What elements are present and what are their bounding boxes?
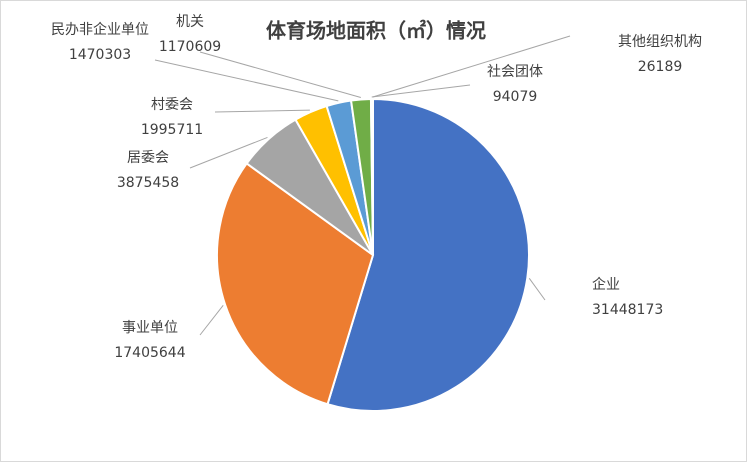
leader-line	[154, 59, 339, 102]
slice-label: 村委会	[151, 97, 193, 113]
chart-title: 体育场地面积（㎡）情况	[266, 19, 486, 43]
slice-label: 企业	[592, 276, 620, 293]
slice-value: 26189	[638, 59, 683, 75]
slice-value: 3875458	[117, 175, 179, 191]
slice-value: 31448173	[592, 302, 663, 318]
slice-label: 民办非企业单位	[51, 21, 149, 38]
slice-label: 其他组织机构	[618, 34, 702, 50]
slice-value: 1470303	[69, 47, 131, 63]
leader-line	[372, 35, 571, 98]
slice-label: 事业单位	[122, 320, 178, 336]
leader-line	[189, 136, 268, 169]
slice-value: 1170609	[159, 39, 221, 55]
slice-label: 居委会	[127, 150, 169, 166]
slice-value: 17405644	[114, 345, 185, 361]
slice-label: 社会团体	[487, 64, 543, 80]
slice-label: 机关	[176, 14, 204, 30]
leader-line	[528, 277, 546, 301]
leader-line	[199, 304, 224, 336]
leader-line	[199, 51, 361, 98]
leader-line	[371, 84, 471, 98]
pie-slice	[326, 97, 530, 412]
slice-value: 1995711	[141, 122, 203, 138]
pie-slice	[216, 162, 375, 406]
slice-value: 94079	[493, 89, 538, 105]
leader-line	[214, 109, 310, 113]
